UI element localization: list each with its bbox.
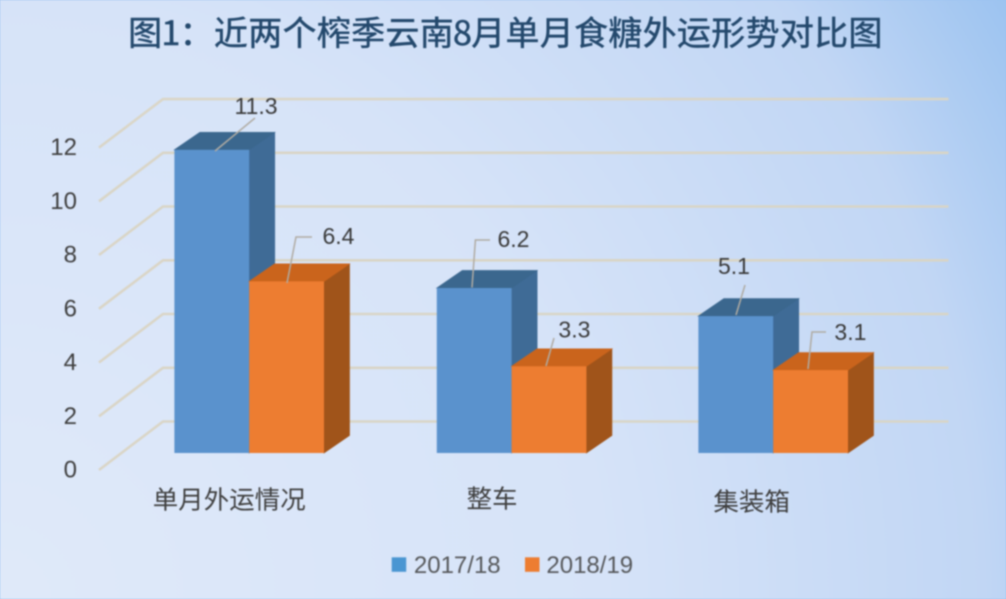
svg-text:6: 6: [64, 295, 77, 322]
svg-text:6.2: 6.2: [498, 226, 530, 252]
svg-text:6.4: 6.4: [323, 223, 355, 249]
svg-text:4: 4: [64, 349, 77, 376]
svg-text:3.1: 3.1: [834, 319, 866, 345]
svg-text:0: 0: [64, 457, 77, 484]
svg-text:12: 12: [50, 134, 77, 161]
svg-text:10: 10: [50, 188, 77, 215]
svg-text:8: 8: [64, 242, 77, 269]
svg-text:2018/19: 2018/19: [546, 552, 633, 579]
svg-text:2: 2: [64, 403, 77, 430]
svg-text:11.3: 11.3: [234, 93, 277, 119]
svg-text:3.3: 3.3: [558, 317, 590, 343]
svg-text:2017/18: 2017/18: [414, 552, 501, 579]
svg-text:5.1: 5.1: [718, 253, 750, 279]
